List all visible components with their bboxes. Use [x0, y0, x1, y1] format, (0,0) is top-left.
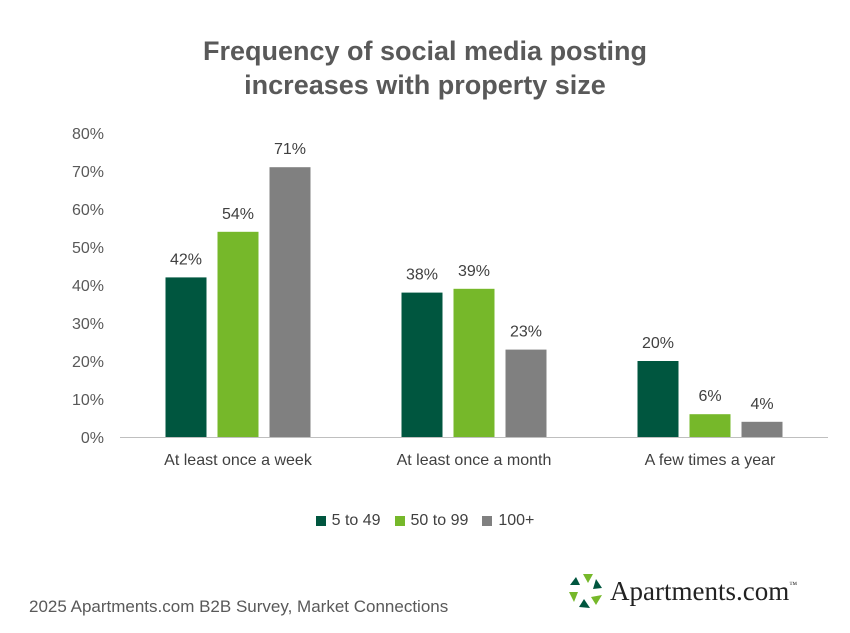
data-label: 4%: [750, 396, 773, 413]
legend-label: 5 to 49: [331, 512, 381, 529]
chart-title: Frequency of social media posting increa…: [0, 34, 850, 102]
x-tick-label: A few times a year: [645, 452, 776, 469]
bar: [637, 361, 679, 437]
bar: [217, 231, 259, 437]
data-label: 23%: [510, 324, 542, 341]
y-tick-label: 70%: [72, 164, 104, 181]
legend-item-5-to-49: 5 to 49: [315, 512, 381, 530]
legend-swatch: [315, 516, 326, 526]
bar: [741, 421, 783, 437]
apartments-logo: Apartments.com™: [568, 573, 797, 609]
x-tick-label: At least once a week: [164, 452, 313, 469]
bar: [689, 414, 731, 437]
y-tick-label: 20%: [72, 354, 104, 371]
y-tick-label: 50%: [72, 240, 104, 257]
data-label: 6%: [698, 388, 721, 405]
y-tick-label: 10%: [72, 392, 104, 409]
chart-title-line-2: increases with property size: [244, 70, 606, 100]
chart-title-line-1: Frequency of social media posting: [202, 36, 648, 66]
legend-item-50-to-99: 50 to 99: [394, 512, 469, 530]
logo-trademark: ™: [789, 579, 798, 589]
data-label: 38%: [406, 267, 438, 284]
bar: [165, 277, 207, 437]
data-label: 54%: [222, 206, 254, 223]
bar: [269, 167, 311, 437]
y-tick-label: 0%: [81, 430, 104, 447]
star-logo-icon: [569, 574, 602, 608]
data-label: 39%: [458, 263, 490, 280]
source-note: 2025 Apartments.com B2B Survey, Market C…: [29, 597, 449, 616]
data-label: 20%: [642, 335, 674, 352]
data-label: 42%: [170, 251, 202, 268]
logo-wordmark: Apartments.com™: [610, 576, 797, 607]
bar: [401, 292, 443, 437]
logo-name: Apartments.com: [610, 575, 790, 606]
data-label: 71%: [274, 141, 306, 158]
legend-label: 100+: [498, 512, 535, 529]
legend-item-100-plus: 100+: [482, 512, 534, 530]
y-tick-label: 40%: [72, 278, 104, 295]
legend-swatch: [482, 516, 493, 526]
legend-label: 50 to 99: [410, 512, 469, 529]
y-tick-label: 80%: [72, 126, 104, 143]
legend-swatch: [394, 516, 405, 526]
bar: [505, 349, 547, 437]
y-tick-label: 30%: [72, 316, 104, 333]
x-tick-label: At least once a month: [397, 452, 552, 469]
bar: [453, 288, 495, 437]
y-tick-label: 60%: [72, 202, 104, 219]
legend: 5 to 49 50 to 99 100+: [0, 512, 850, 530]
